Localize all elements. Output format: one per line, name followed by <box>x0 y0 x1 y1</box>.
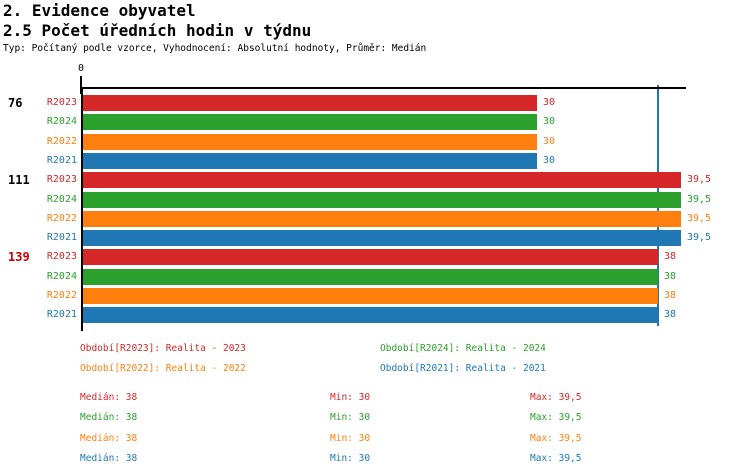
legend-item-R2024: Období[R2024]: Realita - 2024 <box>380 343 546 354</box>
bar-value-label: 39,5 <box>687 174 712 185</box>
series-label-R2024: R2024 <box>46 116 77 127</box>
stat-max-R2022: Max: 39,5 <box>530 433 582 444</box>
x-axis-zero-label: 0 <box>77 63 85 74</box>
stat-median-R2022: Medián: 38 <box>80 433 138 444</box>
bar-value-label: 30 <box>543 97 556 108</box>
chart-subtitle: Typ: Počítaný podle vzorce, Vyhodnocení:… <box>3 43 427 54</box>
bar-R2022 <box>83 134 537 150</box>
series-label-R2021: R2021 <box>46 155 77 166</box>
bar-value-label: 30 <box>543 155 556 166</box>
report-section-title: 2. Evidence obyvatel <box>3 1 196 20</box>
bar-value-label: 38 <box>664 271 677 282</box>
bar-R2022 <box>83 211 681 227</box>
series-label-R2021: R2021 <box>46 232 77 243</box>
bar-R2023 <box>83 172 681 188</box>
series-label-R2021: R2021 <box>46 309 77 320</box>
series-label-R2023: R2023 <box>46 174 77 185</box>
stat-median-R2023: Medián: 38 <box>80 392 138 403</box>
bar-value-label: 39,5 <box>687 213 712 224</box>
group-label-111: 111 <box>8 173 30 187</box>
series-label-R2024: R2024 <box>46 194 77 205</box>
legend-item-R2023: Období[R2023]: Realita - 2023 <box>80 343 246 354</box>
legend-item-R2021: Období[R2021]: Realita - 2021 <box>380 363 546 374</box>
bar-R2023 <box>83 95 537 111</box>
bar-R2024 <box>83 192 681 208</box>
stat-min-R2023: Min: 30 <box>330 392 371 403</box>
bar-value-label: 39,5 <box>687 194 712 205</box>
stat-median-R2021: Medián: 38 <box>80 453 138 464</box>
y-axis-line <box>81 87 83 331</box>
bar-value-label: 38 <box>664 251 677 262</box>
series-label-R2023: R2023 <box>46 251 77 262</box>
series-label-R2023: R2023 <box>46 97 77 108</box>
x-axis-zero-tick <box>80 76 82 94</box>
stat-max-R2024: Max: 39,5 <box>530 412 582 423</box>
series-label-R2022: R2022 <box>46 213 77 224</box>
bar-value-label: 38 <box>664 290 677 301</box>
bar-value-label: 30 <box>543 116 556 127</box>
bar-R2022 <box>83 288 658 304</box>
bar-R2023 <box>83 249 658 265</box>
series-label-R2024: R2024 <box>46 271 77 282</box>
bar-value-label: 39,5 <box>687 232 712 243</box>
stat-max-R2023: Max: 39,5 <box>530 392 582 403</box>
chart-title: 2.5 Počet úředních hodin v týdnu <box>3 21 312 40</box>
group-label-76: 76 <box>8 96 23 110</box>
stat-max-R2021: Max: 39,5 <box>530 453 582 464</box>
bar-value-label: 30 <box>543 136 556 147</box>
legend-item-R2022: Období[R2022]: Realita - 2022 <box>80 363 246 374</box>
series-label-R2022: R2022 <box>46 136 77 147</box>
bar-R2024 <box>83 269 658 285</box>
bar-value-label: 38 <box>664 309 677 320</box>
bar-R2021 <box>83 307 658 323</box>
stat-min-R2024: Min: 30 <box>330 412 371 423</box>
stat-median-R2024: Medián: 38 <box>80 412 138 423</box>
bar-R2021 <box>83 230 681 246</box>
bar-R2024 <box>83 114 537 130</box>
group-label-139: 139 <box>8 250 30 264</box>
x-axis-line <box>81 87 686 89</box>
series-label-R2022: R2022 <box>46 290 77 301</box>
stat-min-R2022: Min: 30 <box>330 433 371 444</box>
stat-min-R2021: Min: 30 <box>330 453 371 464</box>
bar-R2021 <box>83 153 537 169</box>
